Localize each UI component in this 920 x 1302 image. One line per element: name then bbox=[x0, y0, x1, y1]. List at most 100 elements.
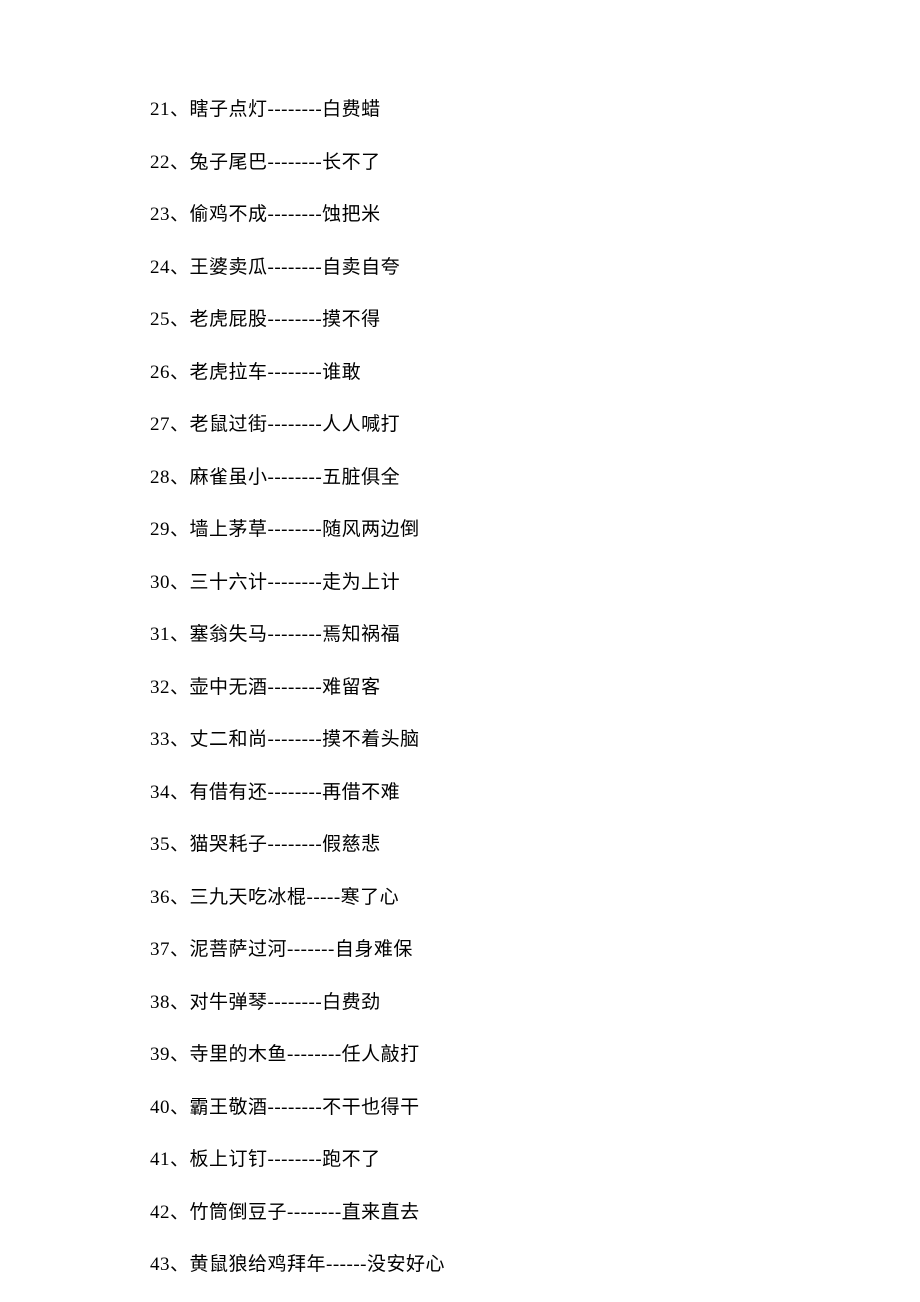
item-separator: 、 bbox=[170, 1097, 190, 1118]
document-page: 21、瞎子点灯--------白费蜡22、兔子尾巴--------长不了23、偷… bbox=[0, 0, 920, 1274]
item-number: 23 bbox=[150, 204, 170, 225]
item-setup: 麻雀虽小 bbox=[190, 467, 268, 488]
item-separator: 、 bbox=[170, 257, 190, 278]
item-number: 35 bbox=[150, 834, 170, 855]
item-dashes: -------- bbox=[268, 362, 323, 383]
list-item: 42、竹筒倒豆子--------直来直去 bbox=[150, 1203, 820, 1222]
list-item: 27、老鼠过街--------人人喊打 bbox=[150, 415, 820, 434]
list-item: 25、老虎屁股--------摸不得 bbox=[150, 310, 820, 329]
item-separator: 、 bbox=[170, 362, 190, 383]
item-number: 29 bbox=[150, 519, 170, 540]
list-item: 40、霸王敬酒--------不干也得干 bbox=[150, 1098, 820, 1117]
item-separator: 、 bbox=[170, 414, 190, 435]
item-setup: 竹筒倒豆子 bbox=[190, 1202, 288, 1223]
item-punchline: 蚀把米 bbox=[322, 204, 381, 225]
item-punchline: 摸不得 bbox=[322, 309, 381, 330]
item-punchline: 摸不着头脑 bbox=[322, 729, 420, 750]
item-punchline: 任人敲打 bbox=[342, 1044, 420, 1065]
item-dashes: -------- bbox=[268, 309, 323, 330]
item-separator: 、 bbox=[170, 834, 190, 855]
item-separator: 、 bbox=[170, 939, 190, 960]
item-separator: 、 bbox=[170, 677, 190, 698]
item-dashes: -------- bbox=[268, 677, 323, 698]
item-number: 21 bbox=[150, 99, 170, 120]
item-separator: 、 bbox=[170, 1149, 190, 1170]
item-dashes: -------- bbox=[268, 204, 323, 225]
list-item: 31、塞翁失马--------焉知祸福 bbox=[150, 625, 820, 644]
item-separator: 、 bbox=[170, 1254, 190, 1275]
item-dashes: ----- bbox=[307, 887, 341, 908]
item-setup: 壶中无酒 bbox=[190, 677, 268, 698]
list-item: 35、猫哭耗子--------假慈悲 bbox=[150, 835, 820, 854]
item-number: 39 bbox=[150, 1044, 170, 1065]
item-setup: 瞎子点灯 bbox=[190, 99, 268, 120]
item-setup: 三九天吃冰棍 bbox=[190, 887, 307, 908]
idiom-list: 21、瞎子点灯--------白费蜡22、兔子尾巴--------长不了23、偷… bbox=[150, 100, 820, 1274]
item-setup: 王婆卖瓜 bbox=[190, 257, 268, 278]
item-separator: 、 bbox=[170, 624, 190, 645]
item-dashes: -------- bbox=[268, 257, 323, 278]
item-separator: 、 bbox=[170, 1044, 190, 1065]
item-number: 43 bbox=[150, 1254, 170, 1275]
item-separator: 、 bbox=[170, 887, 190, 908]
item-punchline: 长不了 bbox=[322, 152, 381, 173]
item-setup: 老虎拉车 bbox=[190, 362, 268, 383]
item-punchline: 自卖自夸 bbox=[322, 257, 400, 278]
item-dashes: -------- bbox=[268, 99, 323, 120]
list-item: 24、王婆卖瓜--------自卖自夸 bbox=[150, 258, 820, 277]
list-item: 34、有借有还--------再借不难 bbox=[150, 783, 820, 802]
list-item: 29、墙上茅草--------随风两边倒 bbox=[150, 520, 820, 539]
item-dashes: ------- bbox=[287, 939, 335, 960]
item-number: 41 bbox=[150, 1149, 170, 1170]
item-number: 32 bbox=[150, 677, 170, 698]
item-number: 40 bbox=[150, 1097, 170, 1118]
item-setup: 寺里的木鱼 bbox=[190, 1044, 288, 1065]
item-dashes: -------- bbox=[268, 834, 323, 855]
item-punchline: 假慈悲 bbox=[322, 834, 381, 855]
item-punchline: 不干也得干 bbox=[322, 1097, 420, 1118]
item-setup: 墙上茅草 bbox=[190, 519, 268, 540]
list-item: 28、麻雀虽小--------五脏俱全 bbox=[150, 468, 820, 487]
list-item: 21、瞎子点灯--------白费蜡 bbox=[150, 100, 820, 119]
item-punchline: 白费劲 bbox=[322, 992, 381, 1013]
item-number: 26 bbox=[150, 362, 170, 383]
item-number: 31 bbox=[150, 624, 170, 645]
item-setup: 老鼠过街 bbox=[190, 414, 268, 435]
item-dashes: -------- bbox=[268, 1097, 323, 1118]
item-setup: 黄鼠狼给鸡拜年 bbox=[190, 1254, 327, 1275]
item-number: 27 bbox=[150, 414, 170, 435]
item-separator: 、 bbox=[170, 992, 190, 1013]
item-punchline: 没安好心 bbox=[367, 1254, 445, 1275]
item-dashes: -------- bbox=[268, 519, 323, 540]
list-item: 41、板上订钉--------跑不了 bbox=[150, 1150, 820, 1169]
item-setup: 对牛弹琴 bbox=[190, 992, 268, 1013]
item-setup: 猫哭耗子 bbox=[190, 834, 268, 855]
item-punchline: 焉知祸福 bbox=[322, 624, 400, 645]
item-punchline: 五脏俱全 bbox=[322, 467, 400, 488]
item-number: 33 bbox=[150, 729, 170, 750]
list-item: 38、对牛弹琴--------白费劲 bbox=[150, 993, 820, 1012]
item-setup: 三十六计 bbox=[190, 572, 268, 593]
item-separator: 、 bbox=[170, 204, 190, 225]
item-separator: 、 bbox=[170, 729, 190, 750]
list-item: 23、偷鸡不成--------蚀把米 bbox=[150, 205, 820, 224]
list-item: 30、三十六计--------走为上计 bbox=[150, 573, 820, 592]
item-number: 30 bbox=[150, 572, 170, 593]
item-dashes: -------- bbox=[268, 572, 323, 593]
item-dashes: -------- bbox=[268, 782, 323, 803]
item-separator: 、 bbox=[170, 99, 190, 120]
item-number: 38 bbox=[150, 992, 170, 1013]
item-setup: 兔子尾巴 bbox=[190, 152, 268, 173]
item-dashes: -------- bbox=[268, 467, 323, 488]
item-dashes: -------- bbox=[268, 1149, 323, 1170]
item-number: 36 bbox=[150, 887, 170, 908]
item-setup: 塞翁失马 bbox=[190, 624, 268, 645]
item-dashes: -------- bbox=[287, 1044, 342, 1065]
item-punchline: 自身难保 bbox=[335, 939, 413, 960]
list-item: 37、泥菩萨过河-------自身难保 bbox=[150, 940, 820, 959]
item-number: 28 bbox=[150, 467, 170, 488]
list-item: 39、寺里的木鱼--------任人敲打 bbox=[150, 1045, 820, 1064]
item-setup: 丈二和尚 bbox=[190, 729, 268, 750]
item-punchline: 直来直去 bbox=[342, 1202, 420, 1223]
item-separator: 、 bbox=[170, 467, 190, 488]
